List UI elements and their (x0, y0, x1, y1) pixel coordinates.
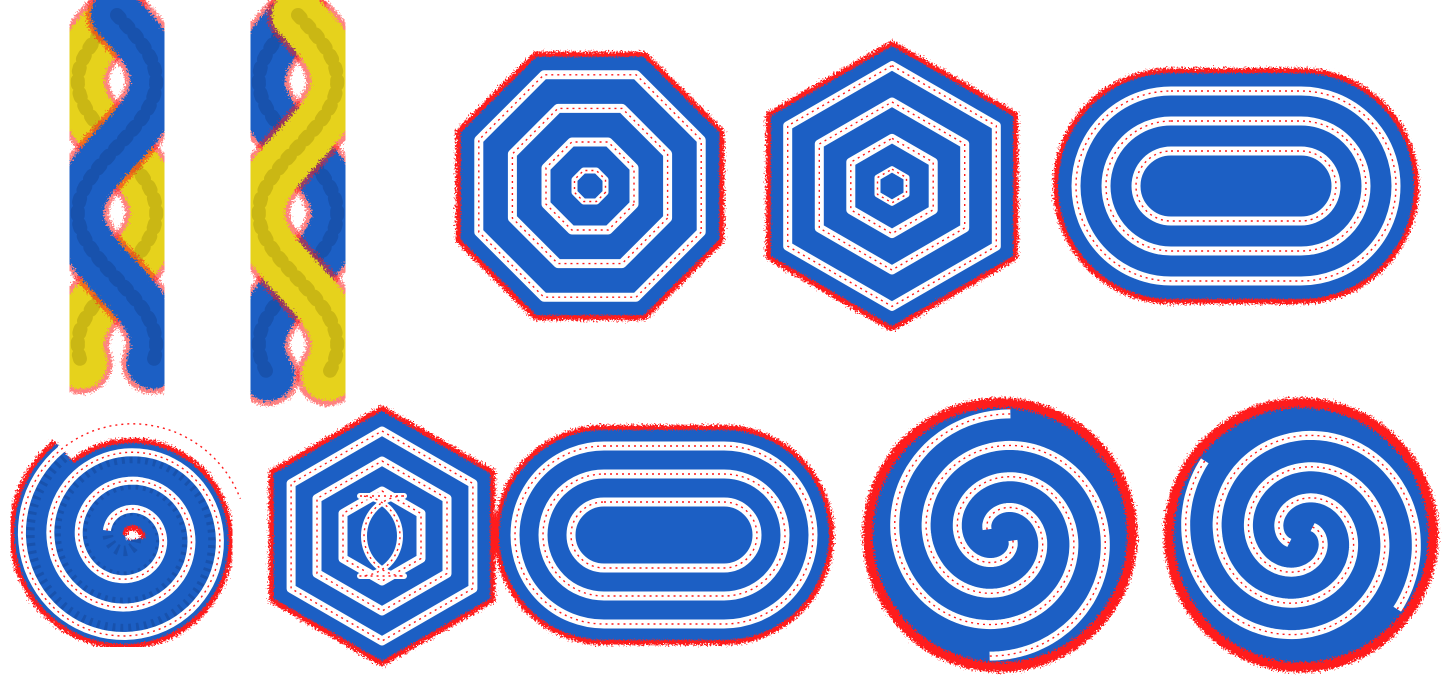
octagonal-rings-panel (455, 51, 725, 321)
hexagonal-rings-panel (765, 41, 1019, 331)
hexagonal-spiral-panel (268, 405, 496, 667)
stadium-rings-panel (1053, 68, 1419, 304)
circular-spiral-panel (9, 419, 245, 650)
double-helix-a-panel (46, 0, 188, 394)
stadium-spiral-panel (494, 425, 834, 645)
double-spiral-a-panel (862, 397, 1138, 673)
double-spiral-b-panel (1163, 397, 1439, 673)
double-helix-b-panel (227, 0, 369, 406)
